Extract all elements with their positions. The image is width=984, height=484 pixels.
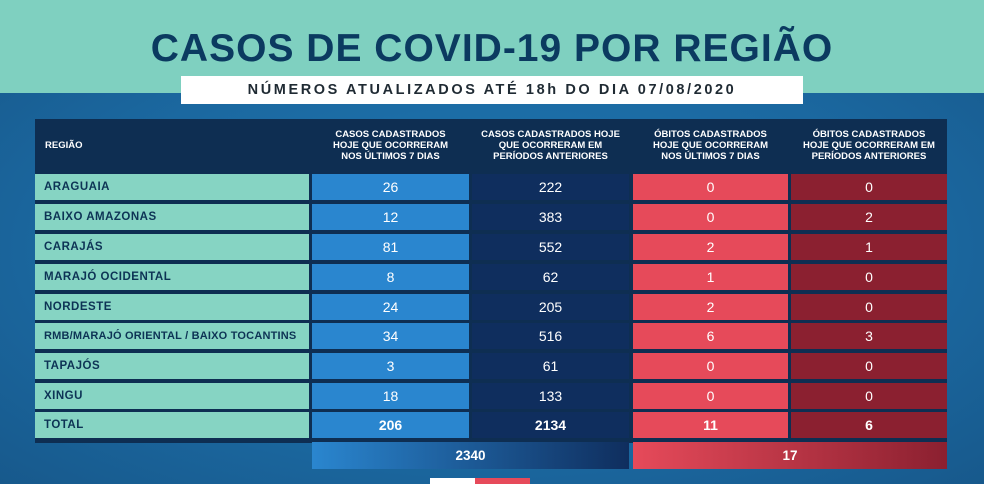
footer-logo-strip — [430, 478, 530, 484]
cases-7d-cell: 18 — [312, 383, 469, 409]
cases-7d-cell: 26 — [312, 174, 469, 200]
cases-7d-cell: 24 — [312, 294, 469, 320]
cases-7d-cell: 12 — [312, 204, 469, 230]
region-cell: TAPAJÓS — [35, 353, 309, 379]
deaths-prev-cell: 0 — [791, 264, 947, 290]
cases-7d-cell: 3 — [312, 353, 469, 379]
cases-prev-cell: 222 — [472, 174, 629, 200]
header-cases-prev-line: PERÍODOS ANTERIORES — [493, 150, 608, 162]
deaths-7d-cell: 2 — [633, 294, 788, 320]
cases-prev-cell: 552 — [472, 234, 629, 260]
region-cell: CARAJÁS — [35, 234, 309, 260]
header-deaths-prev-line: HOJE QUE OCORRERAM EM — [803, 139, 935, 151]
sum-cases-value: 2340 — [455, 448, 486, 463]
sum-cases-box: 2340 — [312, 442, 629, 469]
sum-deaths-box: 17 — [633, 442, 947, 469]
deaths-7d-cell: 0 — [633, 174, 788, 200]
deaths-7d-cell: 0 — [633, 353, 788, 379]
cases-prev-cell: 133 — [472, 383, 629, 409]
cases-prev-cell: 205 — [472, 294, 629, 320]
total-cases-7d: 206 — [312, 412, 469, 438]
header-cases-7d-line: CASOS CADASTRADOS — [335, 128, 446, 140]
sum-deaths-value: 17 — [782, 448, 798, 463]
total-label: TOTAL — [35, 412, 309, 438]
total-deaths-7d: 11 — [633, 412, 788, 438]
header-cases-prev-line: QUE OCORRERAM EM — [498, 139, 603, 151]
deaths-prev-cell: 2 — [791, 204, 947, 230]
region-cell: ARAGUAIA — [35, 174, 309, 200]
deaths-prev-cell: 1 — [791, 234, 947, 260]
deaths-prev-cell: 3 — [791, 323, 947, 349]
header-deaths-7d: ÓBITOS CADASTRADOS HOJE QUE OCORRERAM NO… — [633, 119, 788, 171]
region-cell: NORDESTE — [35, 294, 309, 320]
total-deaths-prev: 6 — [791, 412, 947, 438]
cases-7d-cell: 34 — [312, 323, 469, 349]
header-region: REGIÃO — [35, 119, 312, 171]
header-deaths-prev-line: ÓBITOS CADASTRADOS — [812, 128, 926, 140]
page-title: CASOS DE COVID-19 POR REGIÃO — [150, 27, 834, 70]
cases-prev-cell: 61 — [472, 353, 629, 379]
region-cell: XINGU — [35, 383, 309, 409]
cases-prev-cell: 516 — [472, 323, 629, 349]
deaths-7d-cell: 0 — [633, 204, 788, 230]
deaths-7d-cell: 1 — [633, 264, 788, 290]
header-deaths-prev: ÓBITOS CADASTRADOS HOJE QUE OCORRERAM EM… — [791, 119, 947, 171]
cases-prev-cell: 383 — [472, 204, 629, 230]
deaths-7d-cell: 2 — [633, 234, 788, 260]
subtitle-banner: NÚMEROS ATUALIZADOS ATÉ 18h DO DIA 07/08… — [181, 76, 803, 104]
header-deaths-prev-line: PERÍODOS ANTERIORES — [811, 150, 927, 162]
header-cases-prev-line: CASOS CADASTRADOS HOJE — [481, 128, 620, 140]
deaths-7d-cell: 0 — [633, 383, 788, 409]
cases-7d-cell: 81 — [312, 234, 469, 260]
total-cases-prev: 2134 — [472, 412, 629, 438]
deaths-prev-cell: 0 — [791, 353, 947, 379]
deaths-7d-cell: 6 — [633, 323, 788, 349]
cases-7d-cell: 8 — [312, 264, 469, 290]
region-cell: BAIXO AMAZONAS — [35, 204, 309, 230]
region-cell: RMB/MARAJÓ ORIENTAL / BAIXO TOCANTINS — [35, 323, 309, 349]
header-deaths-7d-line: ÓBITOS CADASTRADOS — [654, 128, 767, 140]
deaths-prev-cell: 0 — [791, 294, 947, 320]
header-deaths-7d-line: HOJE QUE OCORRERAM — [652, 139, 769, 151]
header-region-label: REGIÃO — [45, 139, 83, 151]
header-cases-7d-line: HOJE QUE OCORRERAM — [332, 139, 449, 151]
header-cases-7d: CASOS CADASTRADOS HOJE QUE OCORRERAM NOS… — [312, 119, 469, 171]
deaths-prev-cell: 0 — [791, 174, 947, 200]
header-cases-7d-line: NOS ÚLTIMOS 7 DIAS — [341, 150, 440, 162]
subtitle-text: NÚMEROS ATUALIZADOS ATÉ 18h DO DIA 07/08… — [247, 82, 737, 98]
header-deaths-7d-line: NOS ÚLTIMOS 7 DIAS — [661, 150, 760, 162]
cases-prev-cell: 62 — [472, 264, 629, 290]
header-cases-prev: CASOS CADASTRADOS HOJE QUE OCORRERAM EM … — [472, 119, 629, 171]
deaths-prev-cell: 0 — [791, 383, 947, 409]
region-cell: MARAJÓ OCIDENTAL — [35, 264, 309, 290]
